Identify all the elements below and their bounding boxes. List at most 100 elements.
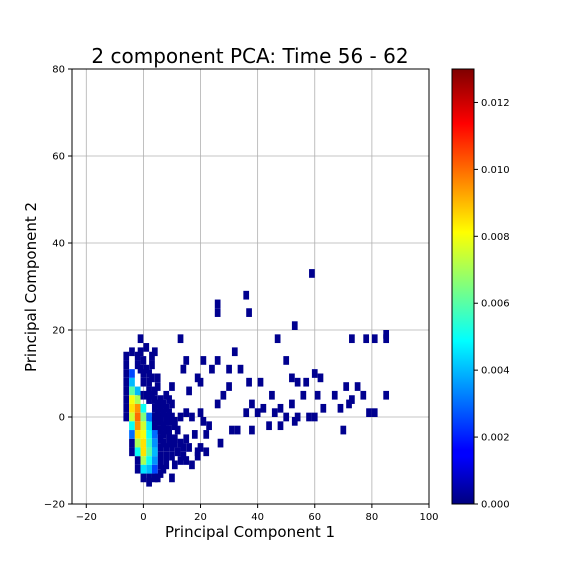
heatmap-bin: [311, 369, 318, 378]
heatmap-bin: [189, 412, 195, 422]
heatmap-bin: [146, 430, 152, 439]
heatmap-bin: [137, 347, 144, 357]
heatmap-bin: [129, 347, 135, 357]
x-tick-label: 100: [419, 512, 438, 523]
heatmap-bin: [134, 421, 141, 431]
heatmap-bin: [197, 377, 204, 387]
heatmap-bin: [294, 377, 301, 387]
heatmap-bin: [291, 321, 298, 330]
heatmap-bin: [140, 447, 147, 457]
heatmap-bin: [229, 425, 235, 435]
heatmap-bin: [154, 373, 161, 383]
heatmap-bin: [346, 399, 352, 409]
heatmap-bin: [149, 360, 155, 370]
heatmap-bin: [191, 430, 198, 439]
heatmap-bin: [149, 351, 155, 361]
heatmap-bin: [289, 373, 295, 383]
heatmap-bin: [231, 347, 238, 357]
heatmap-bin: [134, 395, 141, 404]
x-tick-label: −20: [76, 512, 97, 523]
heatmap-bin: [151, 456, 158, 465]
heatmap-bin: [360, 390, 367, 400]
heatmap-bin: [123, 369, 130, 378]
heatmap-bin: [129, 421, 135, 431]
heatmap-bin: [123, 412, 130, 422]
gridlines: [72, 68, 430, 505]
heatmap-bin: [149, 373, 155, 383]
heatmap-bin: [151, 438, 158, 448]
colorbar: [451, 68, 475, 505]
heatmap-bin: [154, 399, 161, 409]
heatmap-bin: [160, 421, 167, 431]
heatmap-bin: [143, 364, 150, 374]
heatmap-bin: [157, 469, 164, 478]
heatmap-bin: [277, 403, 284, 413]
heatmap-bin: [169, 451, 175, 461]
heatmap-bin: [214, 356, 221, 365]
heatmap-bin: [183, 408, 190, 417]
heatmap-bin: [337, 403, 344, 413]
heatmap-bin: [123, 351, 130, 361]
heatmap-bin: [129, 369, 135, 378]
plot-frame: [71, 68, 430, 505]
heatmap-bin: [123, 360, 130, 370]
heatmap-bin: [183, 434, 190, 444]
heatmap-bin: [209, 364, 215, 374]
heatmap-bin: [363, 334, 370, 344]
heatmap-bin: [154, 408, 161, 417]
y-axis-label: Principal Component 2: [22, 202, 40, 372]
heatmap-bin: [151, 447, 158, 457]
heatmap-bin: [237, 364, 244, 374]
heatmap-bin: [166, 395, 172, 404]
x-axis-ticks: −20 0 20 40 60 80 100: [76, 504, 439, 523]
heatmap-bin: [140, 412, 147, 422]
heatmap-bin: [160, 438, 167, 448]
heatmap-bin: [317, 373, 324, 383]
heatmap-bin: [226, 382, 232, 391]
heatmap-bin: [383, 330, 390, 339]
heatmap-bin: [169, 473, 175, 483]
heatmap-bin: [303, 377, 310, 387]
heatmap-bin: [246, 377, 252, 387]
heatmap-bin: [140, 473, 147, 483]
heatmap-bin: [129, 386, 135, 396]
heatmap-bin: [200, 356, 207, 365]
colorbar-tick-label: 0.006: [481, 299, 510, 310]
heatmap-bin: [146, 438, 152, 448]
heatmap-bin: [163, 451, 170, 461]
heatmap-bin: [277, 421, 284, 431]
heatmap-bin: [140, 356, 147, 365]
heatmap-bin: [200, 417, 207, 426]
heatmap-bin: [217, 438, 224, 448]
heatmap-bin: [354, 382, 361, 391]
heatmap-bin: [331, 390, 338, 400]
heatmap-bin: [146, 477, 152, 487]
x-tick-label: 0: [140, 512, 146, 523]
heatmap-bin: [243, 290, 250, 300]
heatmap-bin: [146, 464, 152, 474]
heatmap-bin: [129, 377, 135, 387]
heatmap-bin: [134, 403, 141, 413]
heatmap-bin: [157, 451, 164, 461]
heatmap-bin: [129, 395, 135, 404]
heatmap-bin: [134, 438, 141, 448]
heatmap-bin: [249, 399, 255, 409]
heatmap-bin: [149, 390, 155, 400]
heatmap-bin: [183, 356, 190, 365]
heatmap-bin: [197, 408, 204, 417]
heatmap-bin: [140, 464, 147, 474]
x-tick-label: 80: [366, 512, 379, 523]
heatmap-bin: [151, 430, 158, 439]
heatmap-bin: [129, 403, 135, 413]
heatmap-bin: [320, 403, 327, 413]
y-tick-label: 0: [59, 413, 65, 424]
heatmap-bin: [140, 403, 147, 413]
heatmap-bin: [206, 421, 212, 431]
heatmap-bin: [171, 421, 178, 431]
heatmap-bin: [123, 386, 130, 396]
heatmap-bin: [169, 382, 175, 391]
heatmap-bin: [171, 460, 178, 470]
colorbar-tick-label: 0.000: [481, 500, 510, 511]
heatmap-bin: [146, 412, 152, 422]
